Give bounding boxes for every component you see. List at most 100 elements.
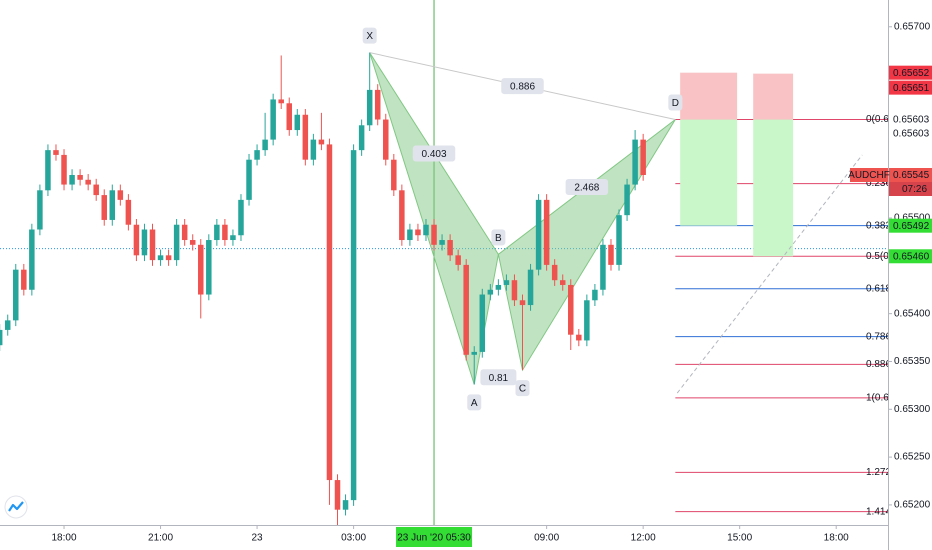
candle-body [495, 284, 502, 290]
x-tick-label: 09:00 [534, 533, 559, 544]
target-price-label: 0.65492 [893, 221, 930, 232]
target-price-label: 0.65460 [893, 251, 930, 262]
candle-body [551, 264, 558, 281]
candle-body [399, 190, 405, 241]
pattern-point-label: D [672, 98, 679, 109]
candle-body [294, 114, 301, 131]
candle-body [608, 244, 614, 265]
stop-price-label: 0.65651 [893, 83, 930, 94]
candle-body [391, 159, 397, 191]
candle-body [519, 300, 526, 306]
candle-body [189, 240, 196, 245]
candle-body [61, 154, 67, 185]
pattern-point-badge [668, 94, 683, 111]
candle-body [173, 224, 180, 261]
candle-body [37, 190, 43, 230]
candle-body [125, 199, 132, 225]
pattern-point-badge [362, 27, 377, 44]
pattern-point-badge [467, 394, 482, 411]
entry-price-label-bg [889, 112, 932, 127]
candle-body [487, 289, 494, 295]
fib-label: 1(0.65 [866, 392, 895, 403]
ratio-label: 0.81 [489, 373, 509, 384]
candle-body [511, 280, 518, 301]
stop-zone [753, 73, 794, 120]
candle-body [286, 103, 292, 131]
candle-body [407, 229, 413, 241]
candle-body [165, 255, 172, 261]
candle-body [471, 351, 477, 355]
candle-body [527, 269, 534, 306]
candle-body [592, 289, 598, 301]
candle-body [415, 229, 421, 236]
candle-body [455, 255, 461, 265]
candle-body [310, 139, 317, 160]
last-price-label: 0.65545 [893, 170, 930, 181]
stop-price-label-bg [889, 80, 932, 95]
candle-body [141, 229, 148, 256]
candle-body [302, 114, 309, 160]
candle-body [29, 229, 35, 290]
ratio-badge [412, 145, 456, 162]
candle-body [21, 269, 27, 290]
candle-body [640, 139, 646, 175]
x-tick-label: 15:00 [727, 533, 752, 544]
countdown-label: 07:26 [902, 184, 927, 195]
x-tick-label: 18:00 [52, 533, 77, 544]
candle-body [503, 280, 510, 285]
candle-body [535, 199, 542, 270]
candle-body [576, 334, 582, 341]
y-tick-label: 0.65400 [894, 308, 931, 319]
candle-body [584, 300, 590, 341]
logo[interactable] [4, 495, 28, 519]
candle-body [149, 229, 156, 261]
candle-body [463, 264, 469, 355]
trend-line [676, 154, 863, 394]
entry-price-label: 0.65603 [893, 129, 930, 140]
symbol-label: AUDCHF [848, 170, 890, 181]
y-tick-label: 0.65250 [894, 452, 931, 463]
y-tick-label: 0.65200 [894, 500, 931, 511]
candle-body [109, 190, 116, 220]
entry-price-label: 0.65603 [893, 115, 930, 126]
logo-icon [8, 501, 24, 512]
candle-body [342, 500, 349, 510]
candle-body [93, 184, 99, 196]
fib-label: 1.272 [866, 467, 891, 478]
ratio-label: 0.403 [422, 149, 447, 160]
candle-body [326, 144, 333, 481]
candle-body [600, 244, 606, 290]
candle-body [383, 119, 389, 160]
pattern-point-badge [515, 380, 530, 397]
x-tick-label: 12:00 [631, 533, 656, 544]
ratio-badge [480, 369, 517, 386]
candle-body [4, 320, 11, 330]
candle-body [366, 89, 373, 126]
candle-body [133, 224, 140, 256]
x-tick-label: 18:00 [824, 533, 849, 544]
fib-label: 0.786 [866, 331, 891, 342]
candle-body [181, 224, 188, 241]
pattern-point-label: X [366, 31, 373, 42]
pattern-point-label: B [495, 233, 502, 244]
fib-label: 1.414 [866, 506, 891, 517]
candle-body [254, 150, 260, 160]
candle-body [447, 240, 453, 256]
candle-body [214, 224, 220, 241]
candle-body [77, 175, 83, 180]
candle-body [206, 240, 212, 295]
candle-body [479, 294, 486, 352]
plot-area: X A B C D 0.886 0.403 0.81 2.468 0(0.65 0.236 0.382… [0, 0, 895, 525]
target-price-label-bg [889, 249, 932, 264]
candle-body [101, 195, 107, 220]
fib-label: 0.5(0 [866, 251, 889, 262]
candle-body [53, 150, 59, 155]
crosshair-time-label: 23 Jun '20 05:30 [397, 533, 471, 544]
candle-body [559, 280, 566, 285]
candle-body [69, 175, 75, 185]
y-tick-label: 0.65700 [894, 21, 931, 32]
candle-body [543, 199, 550, 265]
candle-body [318, 139, 325, 145]
fib-label: 0(0.65 [866, 114, 895, 125]
